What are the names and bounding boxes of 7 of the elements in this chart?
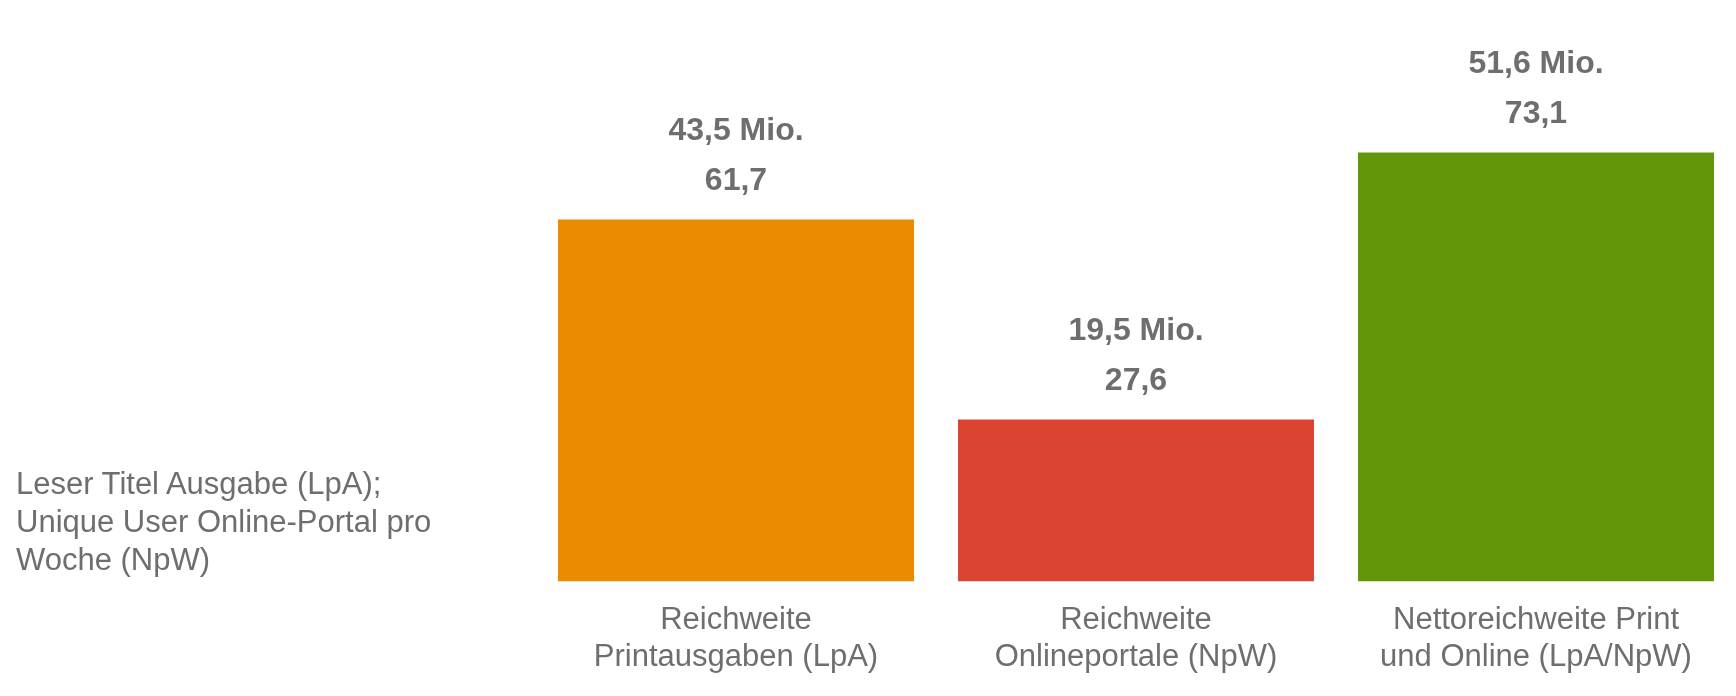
x-tick-label: Reichweite Onlineportale (NpW) <box>994 600 1278 673</box>
x-tick-label: Reichweite Printausgaben (LpA) <box>593 600 879 673</box>
data-label: 51,6 Mio. 73,1 <box>1468 44 1604 131</box>
data-label: 43,5 Mio. 61,7 <box>668 111 804 198</box>
data-label: 19,5 Mio. 27,6 <box>1068 311 1204 398</box>
y-axis-title: Leser Titel Ausgabe (LpA); Unique User Online-Portal pro Woche (NpW) <box>16 465 433 579</box>
x-tick-label: Nettoreichweite Print und Online (LpA/NpW) <box>1380 600 1692 673</box>
